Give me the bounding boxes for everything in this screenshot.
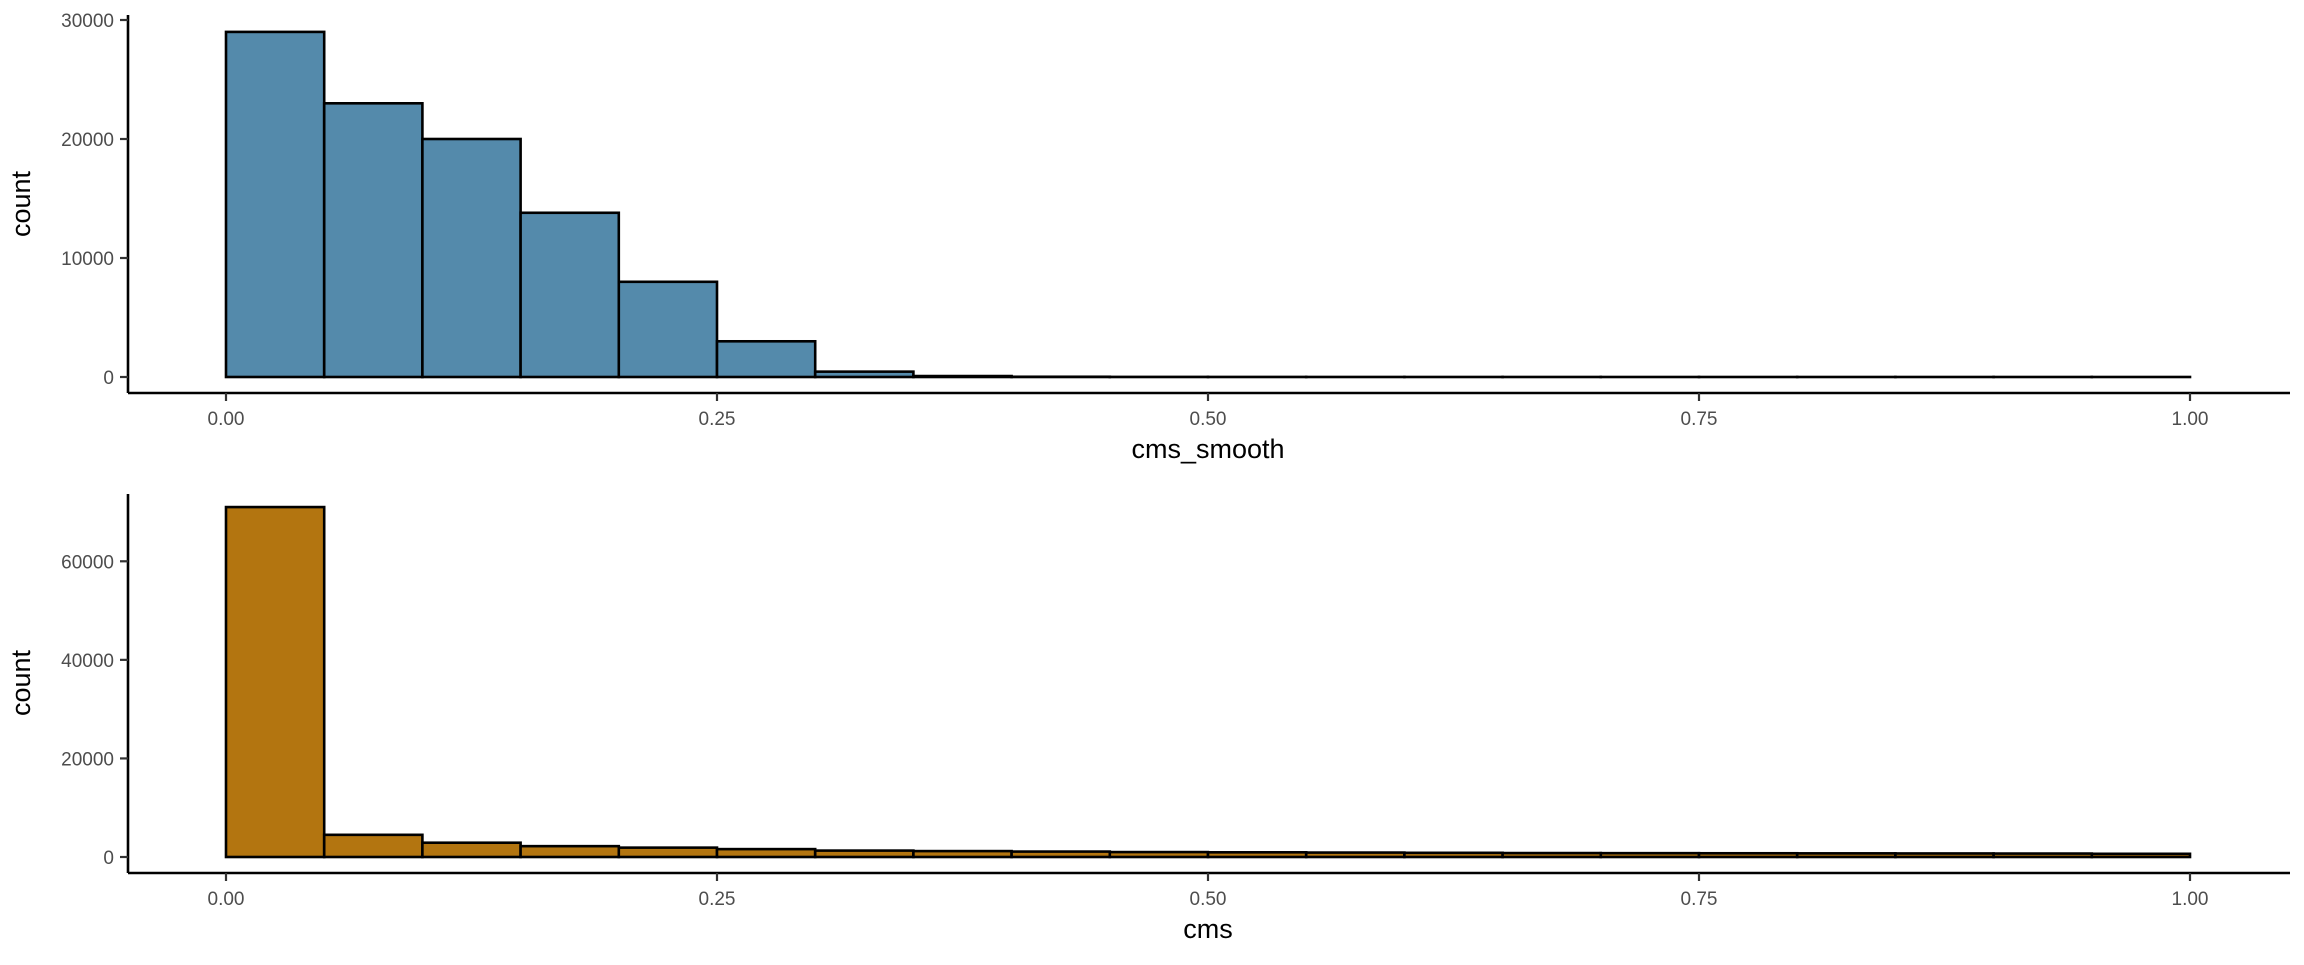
cms-histogram-bar bbox=[1699, 853, 1797, 857]
cms-smooth-x-tick-label: 0.75 bbox=[1681, 409, 1718, 430]
cms-smooth-y-axis-title: count bbox=[6, 170, 36, 237]
cms-histogram-bar bbox=[324, 835, 422, 857]
cms-y-tick-label: 40000 bbox=[61, 651, 114, 672]
cms-histogram-bar bbox=[1012, 852, 1110, 857]
cms-smooth-x-axis-title: cms_smooth bbox=[1131, 434, 1284, 464]
cms-smooth-y-tick-label: 10000 bbox=[61, 249, 114, 270]
cms-y-axis-title: count bbox=[6, 649, 36, 716]
cms-smooth-histogram-bar bbox=[815, 372, 913, 377]
cms-histogram-bar bbox=[1110, 852, 1208, 857]
cms-smooth-y-tick-label: 20000 bbox=[61, 130, 114, 151]
cms-histogram-bar bbox=[2092, 854, 2190, 857]
cms-x-tick-label: 1.00 bbox=[2172, 889, 2209, 910]
cms-histogram-bar bbox=[1601, 853, 1699, 857]
cms-histogram-bar bbox=[1503, 853, 1601, 857]
cms-histogram-bar bbox=[815, 851, 913, 857]
cms-histogram-panel: 0.00 0.25 0.50 0.75 1.00 0 20000 40000 60000 cms c… bbox=[6, 494, 2290, 944]
cms-histogram-bar bbox=[521, 846, 619, 857]
cms-histogram-bar bbox=[1895, 853, 1993, 857]
cms-histogram-bar bbox=[1208, 852, 1306, 857]
cms-x-tick-label: 0.50 bbox=[1190, 889, 1227, 910]
cms-smooth-x-tick-label: 0.00 bbox=[208, 409, 245, 430]
cms-histogram-bar bbox=[1994, 854, 2092, 857]
cms-histogram-bar bbox=[226, 507, 324, 857]
cms-x-tick-label: 0.25 bbox=[699, 889, 736, 910]
cms-x-tick-label: 0.00 bbox=[208, 889, 245, 910]
cms-y-tick-label: 60000 bbox=[61, 552, 114, 573]
cms-histogram-bar bbox=[717, 849, 815, 857]
cms-x-axis-title: cms bbox=[1183, 914, 1233, 944]
cms-smooth-x-tick-label: 0.25 bbox=[699, 409, 736, 430]
cms-y-tick-label: 0 bbox=[103, 848, 114, 869]
cms-smooth-histogram-bar bbox=[717, 341, 815, 377]
cms-smooth-histogram-bar bbox=[521, 213, 619, 377]
cms-x-tick-label: 0.75 bbox=[1681, 889, 1718, 910]
cms-smooth-histogram-bar bbox=[226, 32, 324, 377]
cms-smooth-y-tick-label: 0 bbox=[103, 368, 114, 389]
cms-smooth-histogram-panel: 0.00 0.25 0.50 0.75 1.00 0 10000 20000 30000 cms_… bbox=[6, 11, 2290, 464]
cms-smooth-histogram-bar bbox=[619, 282, 717, 377]
cms-histogram-bar bbox=[1306, 853, 1404, 857]
cms-histogram-bar bbox=[913, 851, 1011, 857]
cms-histogram-bar bbox=[422, 843, 520, 857]
cms-histogram-bar bbox=[1404, 853, 1502, 857]
cms-y-tick-label: 20000 bbox=[61, 749, 114, 770]
cms-smooth-y-tick-label: 30000 bbox=[61, 11, 114, 32]
cms-smooth-x-tick-label: 1.00 bbox=[2172, 409, 2209, 430]
cms-smooth-histogram-bar bbox=[324, 103, 422, 377]
cms-smooth-x-tick-label: 0.50 bbox=[1190, 409, 1227, 430]
cms-smooth-histogram-bar bbox=[422, 139, 520, 377]
cms-histogram-bar bbox=[619, 848, 717, 857]
cms-smooth-histogram-bar bbox=[913, 376, 1011, 377]
cms-histogram-bar bbox=[1797, 853, 1895, 857]
